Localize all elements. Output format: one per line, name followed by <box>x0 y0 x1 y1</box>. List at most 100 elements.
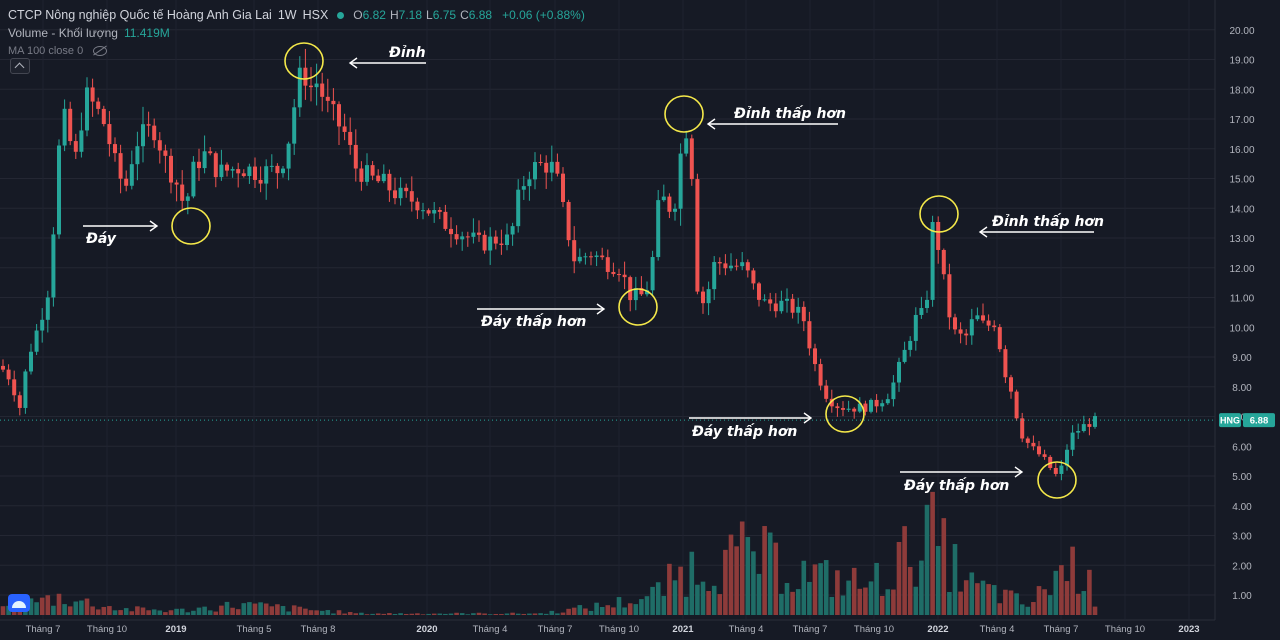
volume-bar <box>0 606 6 615</box>
candle-body <box>230 169 235 171</box>
volume-bar <box>62 604 67 615</box>
candle-body <box>801 306 806 322</box>
candle-body <box>941 249 946 275</box>
volume-bar <box>95 609 101 615</box>
candle-body <box>286 143 291 169</box>
volume-label[interactable]: Volume - Khối lượng <box>8 26 118 40</box>
annotation-arrowhead <box>596 303 606 315</box>
candle-body <box>292 107 297 144</box>
interval[interactable]: 1W <box>277 8 297 22</box>
ohlc-values: O6.82 H7.18 L6.75 C6.88 <box>353 8 493 22</box>
candle-body <box>633 288 638 301</box>
volume-bar <box>644 596 650 615</box>
candle-body <box>219 164 224 178</box>
last-price-label: HNG 6.88 <box>1219 413 1275 428</box>
candle-body <box>583 256 588 258</box>
y-tick-label: 6.00 <box>1232 442 1252 453</box>
candle-body <box>897 361 901 383</box>
x-tick-label: 2019 <box>165 624 186 635</box>
volume-bar <box>616 597 622 615</box>
candle-body <box>208 151 213 154</box>
time-axis[interactable]: Tháng 7 Tháng 10 2019 Tháng 5 Tháng 8 2020 Thá… <box>26 624 1200 635</box>
volume-bar <box>751 551 756 615</box>
hidden-eye-icon[interactable] <box>93 46 108 56</box>
x-tick-label: Tháng 7 <box>538 624 573 635</box>
volume-bar <box>168 610 174 615</box>
candle-body <box>342 126 347 132</box>
candle-body <box>930 221 935 300</box>
y-tick-label: 15.00 <box>1229 175 1254 186</box>
symbol-name[interactable]: CTCP Nông nghiệp Quốc tế Hoàng Anh Gia L… <box>8 8 272 22</box>
annotation-label: Đỉnh thấp hơn <box>991 213 1104 230</box>
y-tick-label: 10.00 <box>1229 323 1254 334</box>
market-status-icon <box>337 11 345 19</box>
candle-body <box>790 298 795 313</box>
y-tick-label: 13.00 <box>1229 234 1254 245</box>
candle-body <box>174 182 179 185</box>
candle-body <box>275 165 280 174</box>
volume-bar <box>1070 546 1075 615</box>
volume-bar <box>207 610 213 615</box>
candle-body <box>381 173 386 182</box>
volume-bar <box>532 613 538 615</box>
candle-body <box>981 315 985 321</box>
candle-body <box>885 399 890 404</box>
volume-bar <box>314 610 319 615</box>
candle-body <box>393 190 397 199</box>
volume-bar <box>868 581 874 615</box>
volume-bar <box>67 606 73 615</box>
volume-bar <box>1031 602 1036 615</box>
candle-body <box>12 379 17 396</box>
candle-body <box>1065 449 1069 466</box>
candle-body <box>180 184 185 201</box>
candle-body <box>645 290 649 295</box>
volume-bar <box>818 563 823 615</box>
candle-body <box>919 308 924 315</box>
candle-body <box>309 85 313 88</box>
tradingview-logo-icon[interactable] <box>8 594 30 612</box>
volume-bar <box>919 560 924 615</box>
volume-bar <box>997 603 1003 615</box>
volume-bar <box>275 604 280 615</box>
volume-bar <box>599 606 605 615</box>
volume-bar <box>291 605 297 615</box>
volume-bar <box>863 587 868 615</box>
candle-body <box>1025 438 1030 443</box>
annotation-arrowhead <box>706 118 716 130</box>
volume-bar <box>11 610 17 615</box>
volume-bar <box>986 584 991 615</box>
candle-body <box>101 108 106 125</box>
candle-body <box>129 164 134 186</box>
y-tick-label: 14.00 <box>1229 204 1254 215</box>
ma-label[interactable]: MA 100 close 0 <box>8 45 84 57</box>
candle-body <box>1093 416 1097 427</box>
candle-body <box>359 168 364 182</box>
candle-body <box>141 124 145 147</box>
volume-bar <box>723 549 728 615</box>
x-tick-label: Tháng 10 <box>87 624 127 635</box>
volume-bar <box>140 607 146 615</box>
candle-body <box>213 153 218 178</box>
candle-body <box>415 201 420 211</box>
candle-body <box>936 221 941 250</box>
volume-bar <box>779 593 784 615</box>
volume-bar <box>902 526 907 615</box>
collapse-legend-button[interactable] <box>10 58 30 74</box>
price-axis[interactable]: 1.00 2.00 3.00 4.00 5.00 6.00 7.00 8.00 9.00 10.0… <box>1229 26 1254 602</box>
volume-bar <box>258 602 263 615</box>
volume-bar <box>991 585 997 615</box>
volume-bar <box>437 613 443 615</box>
x-tick-label: Tháng 7 <box>1044 624 1079 635</box>
candle-body <box>1020 418 1025 439</box>
candle-body <box>807 321 812 349</box>
volume-bar <box>241 603 247 615</box>
volume-bar <box>857 588 863 615</box>
candle-body <box>258 179 263 184</box>
y-tick-label: 11.00 <box>1230 294 1255 305</box>
x-tick-label: Tháng 4 <box>980 624 1015 635</box>
volume-bar <box>627 603 633 615</box>
volume-bar <box>935 546 941 615</box>
volume-bar <box>375 613 381 615</box>
candle-body <box>925 299 929 309</box>
